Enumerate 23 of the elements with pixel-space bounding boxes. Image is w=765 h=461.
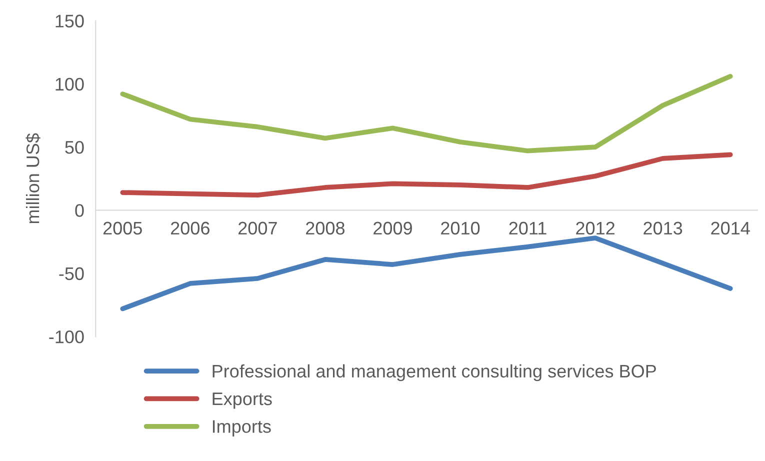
x-tick-label: 2010 xyxy=(441,222,480,235)
x-tick-label: 2012 xyxy=(576,222,614,235)
legend-label: Professional and management consulting services BOP xyxy=(212,364,656,382)
x-tick-label: 2008 xyxy=(306,222,345,235)
legend-label: Imports xyxy=(212,420,271,436)
y-tick-label: -100 xyxy=(49,330,84,344)
y-tick-label: 150 xyxy=(56,14,84,28)
x-tick-label: 2005 xyxy=(103,222,142,235)
x-tick-label: 2006 xyxy=(170,222,210,235)
y-tick-label: -50 xyxy=(59,267,84,280)
y-tick-label: 50 xyxy=(65,140,84,154)
line-series xyxy=(120,152,733,198)
x-tick-label: 2014 xyxy=(711,222,750,235)
line-series xyxy=(120,236,733,312)
x-tick-label: 2009 xyxy=(374,222,412,235)
x-tick-label: 2011 xyxy=(509,222,546,235)
x-tick-label: 2007 xyxy=(238,222,277,235)
legend-label: Exports xyxy=(212,392,272,409)
line-series xyxy=(120,74,733,154)
x-tick-label: 2013 xyxy=(644,222,682,235)
y-tick-label: 100 xyxy=(56,78,84,91)
y-axis-title: million US$ xyxy=(26,133,40,224)
y-tick-label: 0 xyxy=(75,204,84,217)
